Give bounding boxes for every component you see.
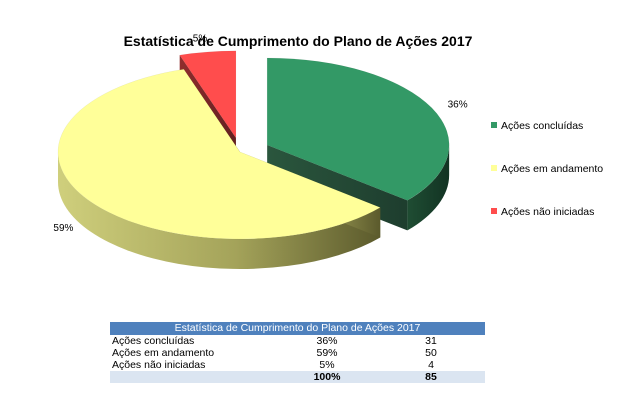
- data-label-em-andamento: 59%: [53, 223, 73, 234]
- slice-top: [179, 50, 237, 139]
- row-label: Ações não iniciadas: [112, 359, 206, 371]
- table-row: Ações em andamento 59% 50: [110, 347, 485, 359]
- data-label-nao-iniciadas: 5%: [193, 34, 208, 45]
- total-percent: 100%: [313, 371, 341, 383]
- row-percent: 36%: [316, 335, 338, 347]
- legend-label-concluidas: Ações concluídas: [501, 120, 583, 132]
- summary-table: Estatística de Cumprimento do Plano de A…: [110, 322, 485, 383]
- legend-swatch-nao-iniciadas: [491, 208, 497, 214]
- legend-swatch-concluidas: [491, 122, 497, 128]
- table-row: Ações não iniciadas 5% 4: [110, 359, 485, 371]
- pie-slice-em-andamento: [57, 68, 381, 269]
- total-label: [110, 371, 277, 383]
- table-row: Ações concluídas 36% 31: [110, 335, 485, 347]
- chart-legend: Ações concluídas Ações em andamento Ações …: [491, 120, 603, 218]
- legend-label-em-andamento: Ações em andamento: [501, 163, 603, 175]
- data-label-concluidas: 36%: [448, 100, 468, 111]
- slice-top: [57, 68, 381, 240]
- row-percent: 5%: [319, 359, 335, 371]
- table-total-row: 100% 85: [110, 371, 485, 383]
- legend-label-nao-iniciadas: Ações não iniciadas: [501, 206, 594, 218]
- row-count: 4: [428, 359, 434, 371]
- row-percent: 59%: [316, 347, 338, 359]
- row-label: Ações concluídas: [112, 335, 195, 347]
- table-title: Estatística de Cumprimento do Plano de A…: [110, 322, 485, 335]
- total-count: 85: [425, 371, 437, 383]
- slice-side: [407, 144, 450, 231]
- chart-title: Estatística de Cumprimento do Plano de A…: [124, 33, 473, 49]
- slice-side: [57, 152, 381, 269]
- row-label: Ações em andamento: [112, 347, 215, 359]
- row-count: 50: [425, 347, 437, 359]
- legend-swatch-em-andamento: [491, 165, 497, 171]
- slice-top: [266, 57, 450, 201]
- row-count: 31: [425, 335, 437, 347]
